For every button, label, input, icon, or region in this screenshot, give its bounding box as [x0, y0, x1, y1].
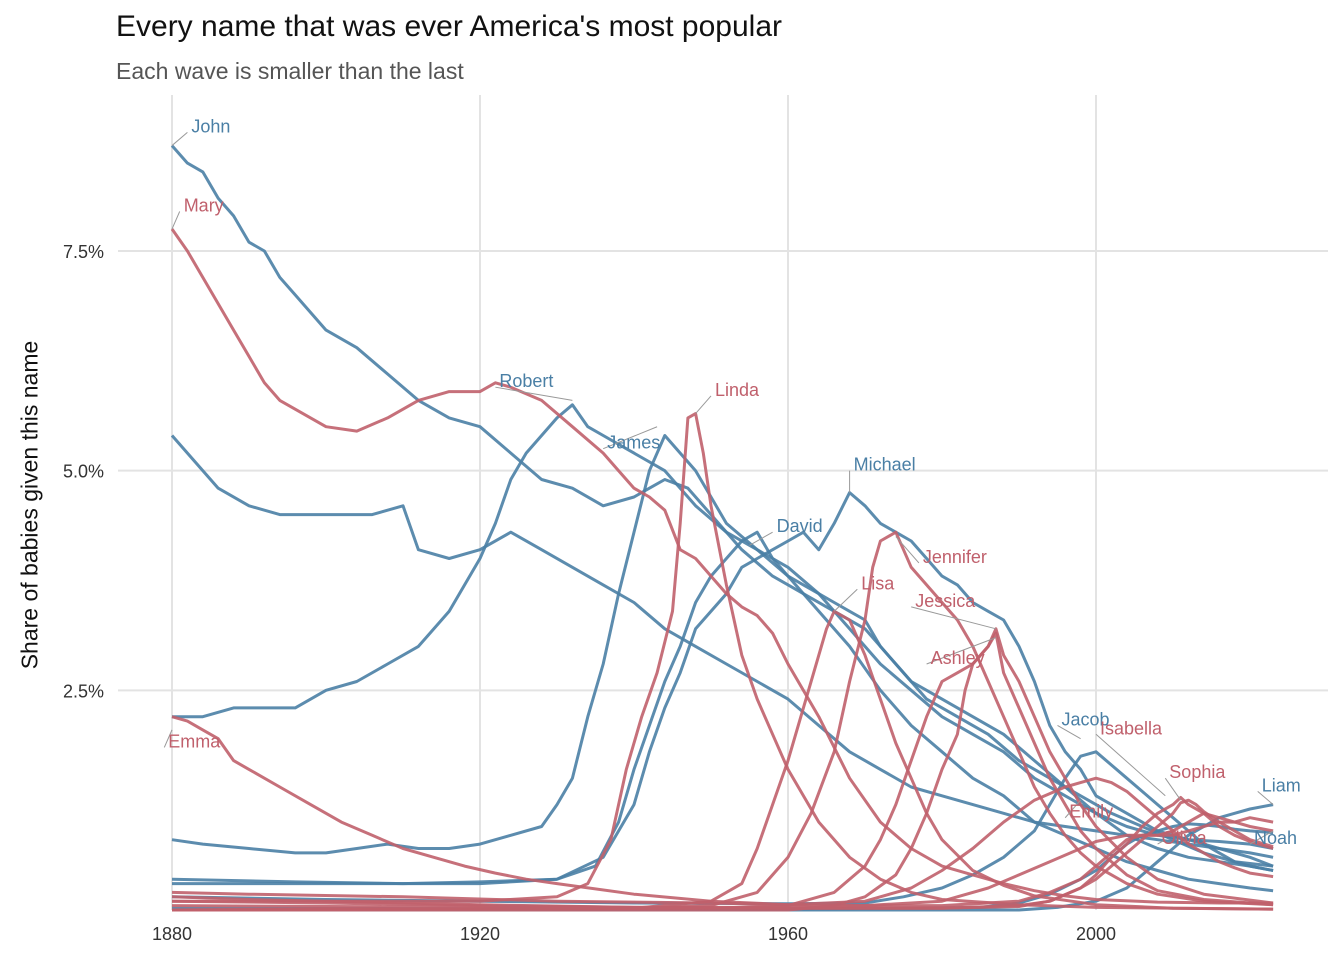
series-label-james: James	[607, 433, 660, 453]
x-tick-label: 2000	[1076, 924, 1116, 944]
series-label-lisa: Lisa	[861, 573, 895, 593]
x-tick-label: 1920	[460, 924, 500, 944]
series-line-emily	[171, 776, 1274, 907]
x-tick-label: 1880	[152, 924, 192, 944]
label-leader-noah	[1249, 830, 1274, 845]
label-leader-linda	[695, 395, 712, 414]
series-line-mary	[170, 228, 1274, 905]
series-label-jessica: Jessica	[915, 591, 976, 611]
label-leader-david	[749, 531, 773, 546]
series-label-ashley: Ashley	[931, 648, 985, 668]
chart-subtitle: Each wave is smaller than the last	[116, 58, 464, 84]
label-leader-liam	[1257, 791, 1274, 805]
y-tick-label: 7.5%	[63, 242, 104, 262]
label-leader-ashley	[926, 637, 997, 665]
series-label-emily: Emily	[1069, 802, 1113, 822]
label-leader-emma	[163, 729, 173, 748]
series-line-william	[170, 434, 1274, 859]
label-leader-isabella	[1095, 733, 1166, 797]
series-label-david: David	[777, 516, 823, 536]
chart-title: Every name that was ever America's most …	[116, 10, 783, 43]
series-line-jacob	[171, 750, 1274, 906]
gridlines	[118, 95, 1328, 910]
y-tick-label: 5.0%	[63, 462, 104, 482]
label-leader-emily	[1064, 799, 1081, 819]
series-line-olivia	[171, 816, 1274, 909]
series-label-robert: Robert	[499, 371, 553, 391]
series-lines	[170, 144, 1274, 912]
series-line-david	[171, 530, 1274, 886]
label-leader-john	[171, 132, 188, 146]
label-leader-jessica	[911, 606, 997, 630]
series-label-linda: Linda	[715, 380, 760, 400]
series-label-jennifer: Jennifer	[923, 547, 987, 567]
series-label-noah: Noah	[1254, 828, 1297, 848]
series-line-john	[170, 144, 1274, 868]
label-leader-jacob	[1057, 725, 1081, 740]
label-leader-jennifer	[895, 536, 920, 564]
series-label-sophia: Sophia	[1169, 762, 1226, 782]
x-tick-label: 1960	[768, 924, 808, 944]
label-leader-robert	[495, 386, 573, 401]
series-label-emma: Emma	[168, 731, 221, 751]
series-label-mary: Mary	[184, 195, 224, 215]
y-tick-label: 2.5%	[63, 681, 104, 701]
series-line-james	[171, 434, 1274, 855]
series-line-michael	[172, 491, 1274, 886]
label-leader-lisa	[833, 588, 858, 612]
series-line-robert	[172, 403, 1274, 893]
label-leader-olivia	[1157, 839, 1166, 845]
series-label-liam: Liam	[1262, 775, 1301, 795]
series-label-olivia: Olivia	[1162, 828, 1208, 848]
label-leader-james	[603, 426, 658, 450]
label-leader-mary	[171, 211, 181, 230]
series-line-lisa	[171, 609, 1274, 912]
label-leader-sophia	[1164, 777, 1182, 801]
series-label-isabella: Isabella	[1100, 718, 1163, 738]
series-labels: John Robert James Michael David Jacob Liam Noah…	[163, 116, 1301, 848]
series-line-jennifer	[171, 530, 1274, 912]
series-label-jacob: Jacob	[1062, 709, 1110, 729]
series-line-ashley	[172, 631, 1274, 912]
series-label-john: John	[191, 116, 230, 136]
series-line-linda	[172, 412, 1274, 911]
series-label-michael: Michael	[854, 455, 916, 475]
axis-ticks: 1880 1920 1960 2000 2.5% 5.0% 7.5%	[63, 242, 1116, 944]
